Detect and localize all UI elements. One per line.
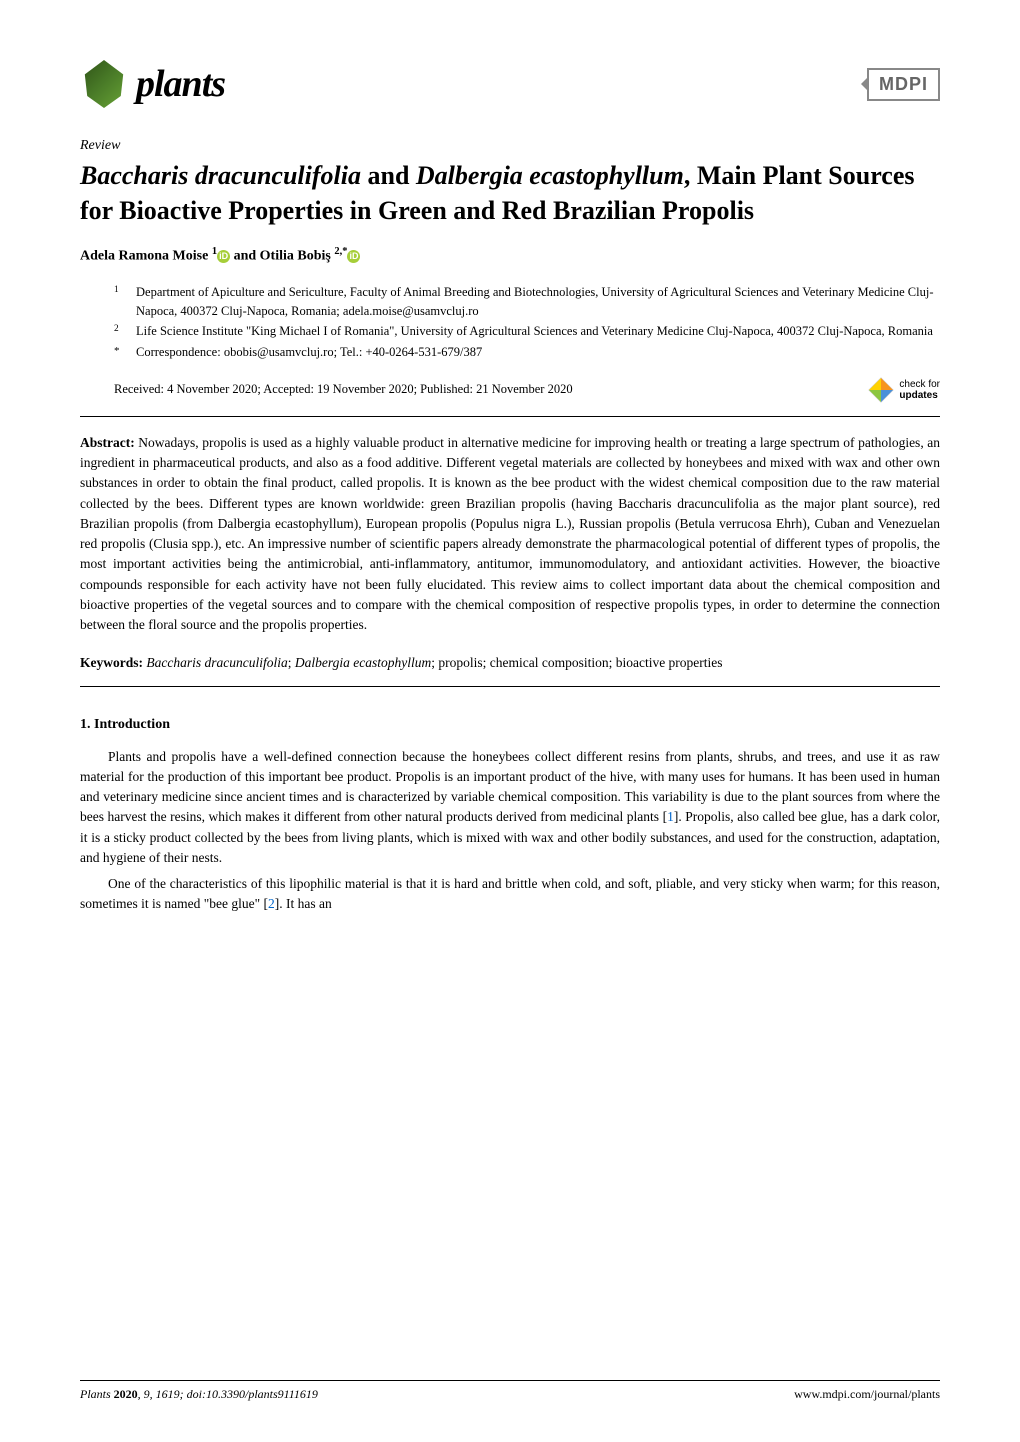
author-2-aff: 2,* (334, 246, 347, 257)
keyword-rest: ; propolis; chemical composition; bioact… (431, 655, 722, 670)
footer-year: 2020 (114, 1387, 138, 1401)
abstract: Abstract: Nowadays, propolis is used as … (80, 433, 940, 636)
footer-doi: , 9, 1619; doi:10.3390/plants9111619 (138, 1387, 318, 1401)
keyword-sep: ; (288, 655, 295, 670)
authors-line: Adela Ramona Moise 1iD and Otilia Bobiş … (80, 246, 940, 265)
footer-right[interactable]: www.mdpi.com/journal/plants (794, 1387, 940, 1402)
citation-link[interactable]: 1 (667, 809, 674, 824)
footer-left: Plants 2020, 9, 1619; doi:10.3390/plants… (80, 1387, 318, 1402)
affiliations-block: 1 Department of Apiculture and Sericultu… (80, 283, 940, 362)
updates-text: check for updates (899, 379, 940, 401)
author-2: Otilia Bobiş (260, 249, 335, 264)
divider (80, 686, 940, 687)
keywords: Keywords: Baccharis dracunculifolia; Dal… (80, 653, 940, 673)
publisher-badge: MDPI (867, 68, 940, 101)
updates-line1: check for (899, 379, 940, 390)
keywords-label: Keywords: (80, 655, 143, 670)
para-text: One of the characteristics of this lipop… (80, 876, 940, 911)
divider (80, 416, 940, 417)
journal-name: plants (136, 62, 225, 106)
updates-line2: updates (899, 390, 940, 401)
title-and: and (361, 161, 416, 190)
footer-journal: Plants (80, 1387, 114, 1401)
orcid-icon[interactable]: iD (347, 250, 360, 263)
journal-logo: plants (80, 60, 225, 108)
article-type: Review (80, 138, 940, 154)
article-title: Baccharis dracunculifolia and Dalbergia … (80, 158, 940, 228)
aff-text: Life Science Institute "King Michael I o… (136, 322, 940, 341)
aff-text: Department of Apiculture and Sericulture… (136, 283, 940, 321)
abstract-text: Nowadays, propolis is used as a highly v… (80, 435, 940, 632)
keyword-2: Dalbergia ecastophyllum (295, 655, 431, 670)
body-paragraph: Plants and propolis have a well-defined … (80, 747, 940, 869)
orcid-icon[interactable]: iD (217, 250, 230, 263)
author-1: Adela Ramona Moise (80, 249, 212, 264)
leaf-icon (80, 60, 128, 108)
header-row: plants MDPI (80, 60, 940, 108)
aff-number: 2 (114, 322, 136, 341)
aff-text: Correspondence: obobis@usamvcluj.ro; Tel… (136, 343, 940, 362)
aff-number: * (114, 343, 136, 362)
crossmark-icon (867, 376, 895, 404)
abstract-label: Abstract: (80, 435, 135, 450)
affiliation-item: 2 Life Science Institute "King Michael I… (114, 322, 940, 341)
affiliation-item: 1 Department of Apiculture and Sericultu… (114, 283, 940, 321)
para-text: ]. It has an (275, 896, 332, 911)
authors-and: and (230, 249, 260, 264)
aff-number: 1 (114, 283, 136, 321)
dates-row: Received: 4 November 2020; Accepted: 19 … (80, 376, 940, 404)
check-updates-badge[interactable]: check for updates (867, 376, 940, 404)
title-species-2: Dalbergia ecastophyllum (416, 161, 684, 190)
affiliation-item: * Correspondence: obobis@usamvcluj.ro; T… (114, 343, 940, 362)
section-heading: 1. Introduction (80, 717, 940, 733)
page-footer: Plants 2020, 9, 1619; doi:10.3390/plants… (80, 1380, 940, 1402)
keyword-1: Baccharis dracunculifolia (143, 655, 288, 670)
citation-link[interactable]: 2 (268, 896, 275, 911)
body-paragraph: One of the characteristics of this lipop… (80, 874, 940, 915)
publication-dates: Received: 4 November 2020; Accepted: 19 … (114, 382, 573, 397)
title-species-1: Baccharis dracunculifolia (80, 161, 361, 190)
